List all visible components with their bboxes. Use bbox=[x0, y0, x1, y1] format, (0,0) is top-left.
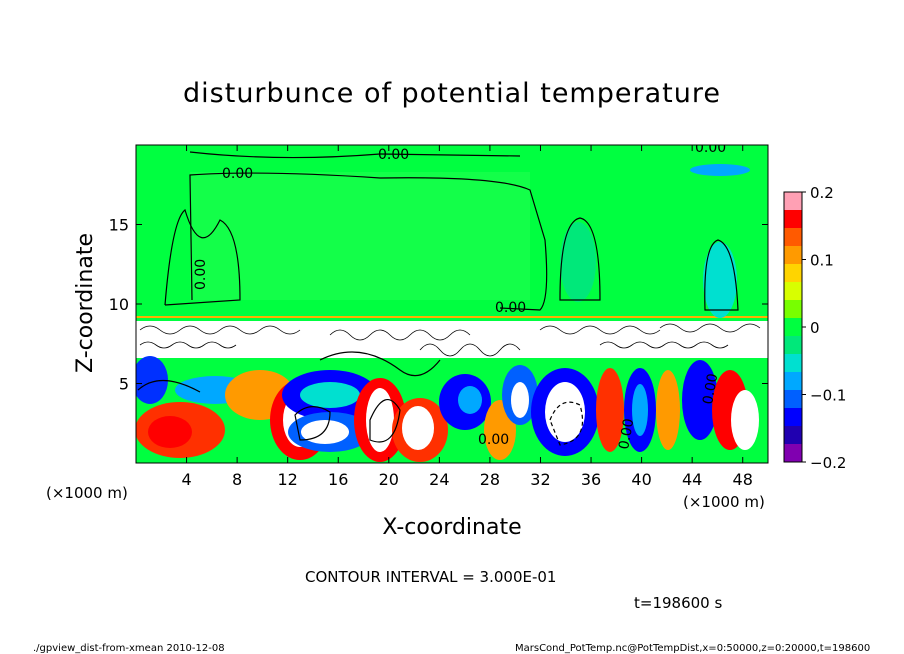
chart-title: disturbunce of potential temperature bbox=[183, 78, 721, 109]
y-axis-title: Z-coordinate bbox=[73, 233, 98, 373]
colorbar-segment bbox=[784, 372, 802, 391]
x-unit-right: (×1000 m) bbox=[683, 493, 765, 511]
x-tick-label: 4 bbox=[181, 470, 191, 489]
x-tick-label: 24 bbox=[429, 470, 449, 489]
colorbar-segment bbox=[784, 390, 802, 409]
y-tick-label: 15 bbox=[109, 216, 129, 235]
colorbar-segment bbox=[784, 408, 802, 427]
colorbar-segment bbox=[784, 264, 802, 283]
colorbar-segment bbox=[784, 426, 802, 445]
x-unit-left: (×1000 m) bbox=[46, 484, 128, 502]
colorbar-segment bbox=[784, 354, 802, 373]
contour-interval: CONTOUR INTERVAL = 3.000E-01 bbox=[305, 568, 556, 586]
contour-label: 0.00 bbox=[616, 417, 637, 450]
colorbar-segment bbox=[784, 444, 802, 463]
footer-right: MarsCond_PotTemp.nc@PotTempDist,x=0:5000… bbox=[515, 643, 870, 654]
contour-label: 0.00 bbox=[193, 259, 209, 290]
upper-layer-lighter-zone bbox=[190, 172, 530, 300]
colorbar bbox=[784, 192, 802, 463]
colorbar-tick-label: −0.1 bbox=[810, 387, 846, 405]
x-tick-label: 12 bbox=[278, 470, 298, 489]
lower-layer-cells bbox=[136, 356, 759, 462]
contour-label: 0.00 bbox=[222, 166, 253, 182]
x-tick-label: 8 bbox=[232, 470, 242, 489]
x-tick-label: 48 bbox=[733, 470, 753, 489]
contour-label: 0.00 bbox=[695, 140, 726, 156]
x-tick-label: 16 bbox=[328, 470, 348, 489]
x-tick-label: 40 bbox=[631, 470, 651, 489]
interface-band bbox=[136, 317, 768, 358]
colorbar-tick-label: 0.1 bbox=[810, 252, 834, 270]
contour-label: 0.00 bbox=[478, 432, 509, 448]
upper-layer-cells bbox=[560, 164, 750, 318]
colorbar-segment bbox=[784, 210, 802, 229]
footer-left: ./gpview_dist-from-xmean 2010-12-08 bbox=[33, 643, 225, 654]
colorbar-ticks: 0.2 0.1 0 −0.1 −0.2 bbox=[802, 184, 846, 472]
plot-area: 0.00 0.00 0.00 0.00 0.00 0.00 0.00 0.00 bbox=[136, 140, 768, 463]
interface-green-strip bbox=[136, 318, 768, 321]
colorbar-tick-label: 0 bbox=[810, 319, 820, 337]
contour-label: 0.00 bbox=[378, 147, 409, 163]
contour-lines bbox=[137, 151, 739, 446]
colorbar-segment bbox=[784, 228, 802, 247]
y-tick-label: 10 bbox=[109, 295, 129, 314]
y-axis-ticks: 5 10 15 bbox=[109, 216, 768, 394]
colorbar-segment bbox=[784, 300, 802, 319]
x-tick-label: 36 bbox=[581, 470, 601, 489]
contour-label: 0.00 bbox=[700, 372, 721, 405]
x-tick-label: 32 bbox=[530, 470, 550, 489]
colorbar-tick-label: 0.2 bbox=[810, 184, 834, 202]
contour-labels: 0.00 0.00 0.00 0.00 0.00 0.00 0.00 0.00 bbox=[193, 140, 726, 451]
x-axis-ticks: 4 8 12 16 20 24 28 32 36 40 44 48 bbox=[181, 145, 753, 489]
x-tick-label: 44 bbox=[682, 470, 702, 489]
colorbar-tick-label: −0.2 bbox=[810, 454, 846, 472]
contour-label: 0.00 bbox=[495, 300, 526, 316]
colorbar-segment bbox=[784, 336, 802, 355]
interface-orange-line bbox=[136, 316, 768, 319]
interface-noise bbox=[139, 323, 761, 357]
time-label: t=198600 s bbox=[634, 594, 722, 612]
x-tick-label: 20 bbox=[379, 470, 399, 489]
colorbar-segment bbox=[784, 192, 802, 211]
x-tick-label: 28 bbox=[480, 470, 500, 489]
colorbar-segment bbox=[784, 282, 802, 301]
y-tick-label: 5 bbox=[119, 375, 129, 394]
colorbar-segment bbox=[784, 246, 802, 265]
x-axis-title: X-coordinate bbox=[382, 515, 521, 540]
colorbar-segment bbox=[784, 318, 802, 337]
